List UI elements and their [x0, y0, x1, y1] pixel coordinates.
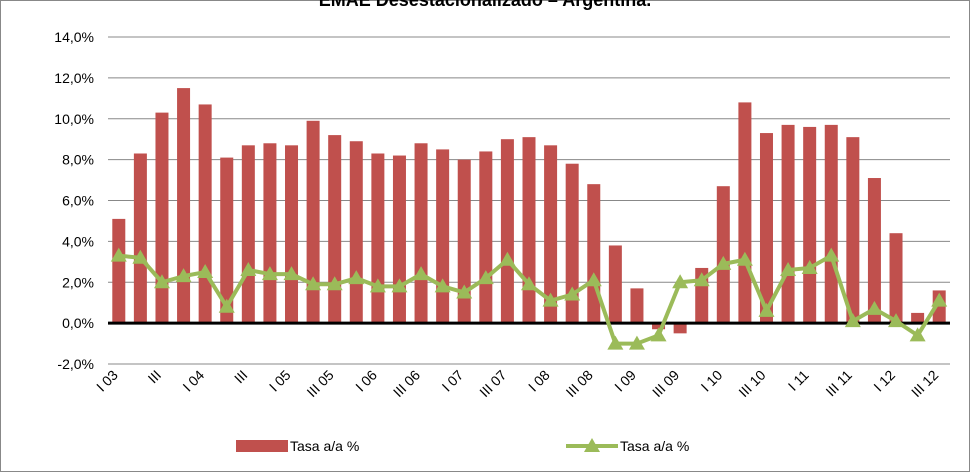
- y-tick-label: -2,0%: [57, 356, 94, 372]
- bar: [392, 155, 406, 324]
- y-tick-label: 4,0%: [62, 233, 94, 249]
- marker: [693, 272, 710, 287]
- marker: [153, 274, 170, 289]
- bar: [673, 323, 687, 334]
- marker: [110, 247, 127, 262]
- bar: [781, 124, 795, 324]
- marker: [801, 259, 818, 274]
- bar: [112, 218, 126, 324]
- marker: [909, 327, 926, 342]
- marker: [564, 286, 581, 301]
- marker: [542, 292, 559, 307]
- bar: [220, 157, 234, 324]
- marker: [715, 255, 732, 270]
- marker: [499, 251, 516, 266]
- marker: [326, 276, 343, 291]
- marker: [521, 276, 537, 291]
- legend-swatch: [236, 440, 288, 452]
- marker: [240, 261, 257, 276]
- marker: [758, 302, 775, 317]
- bar: [241, 145, 255, 324]
- marker: [348, 270, 365, 285]
- marker: [736, 251, 753, 266]
- bar: [867, 178, 881, 324]
- bar: [846, 137, 860, 324]
- marker: [585, 272, 602, 287]
- legend-label: Tasa a/a %: [290, 438, 359, 454]
- y-tick-label: 12,0%: [54, 70, 94, 86]
- bar: [652, 323, 666, 330]
- bar: [565, 163, 579, 324]
- bar: [306, 120, 320, 324]
- bar: [716, 186, 730, 324]
- y-tick-label: 14,0%: [54, 29, 94, 45]
- bar: [285, 145, 299, 324]
- marker: [888, 313, 905, 328]
- marker: [477, 270, 494, 285]
- bar: [436, 149, 450, 324]
- bar: [522, 137, 536, 324]
- marker: [672, 274, 689, 289]
- bar: [803, 126, 817, 324]
- bar: [608, 245, 622, 324]
- bar: [587, 184, 601, 324]
- marker: [132, 249, 149, 264]
- bar: [500, 139, 514, 324]
- legend-swatch: [584, 438, 600, 452]
- marker: [628, 335, 645, 350]
- bar: [544, 145, 558, 324]
- bar: [177, 88, 191, 324]
- bar: [630, 288, 644, 324]
- bar: [824, 124, 838, 324]
- marker: [391, 278, 408, 293]
- marker: [218, 298, 235, 313]
- bar: [371, 153, 385, 324]
- bar: [349, 141, 363, 324]
- legend-label: Tasa a/a %: [620, 438, 689, 454]
- marker: [780, 261, 797, 276]
- chart-title: EMAE Desestacionalizado – Argentina.: [319, 0, 651, 10]
- marker: [283, 266, 300, 281]
- y-tick-label: 6,0%: [62, 193, 94, 209]
- marker: [369, 278, 386, 293]
- bar: [479, 151, 493, 324]
- bar: [133, 153, 147, 324]
- y-tick-label: 10,0%: [54, 111, 94, 127]
- bar: [457, 159, 471, 324]
- marker: [261, 266, 278, 281]
- marker: [823, 247, 840, 262]
- bar: [414, 143, 428, 324]
- marker: [866, 300, 883, 315]
- marker: [197, 264, 214, 279]
- marker: [413, 266, 430, 281]
- marker: [305, 276, 322, 291]
- marker: [931, 292, 948, 307]
- marker: [844, 313, 861, 328]
- marker: [175, 268, 192, 283]
- marker: [650, 327, 667, 342]
- bar: [738, 102, 752, 324]
- y-tick-label: 2,0%: [62, 274, 94, 290]
- bar: [759, 133, 773, 324]
- bar: [889, 233, 903, 324]
- y-tick-label: 8,0%: [62, 152, 94, 168]
- bar: [198, 104, 212, 324]
- bar: [328, 135, 342, 324]
- bar: [911, 312, 925, 324]
- bar: [155, 112, 169, 324]
- marker: [434, 278, 451, 293]
- y-tick-label: 0,0%: [62, 315, 94, 331]
- marker: [607, 335, 624, 350]
- marker: [456, 284, 473, 299]
- bar: [263, 143, 277, 324]
